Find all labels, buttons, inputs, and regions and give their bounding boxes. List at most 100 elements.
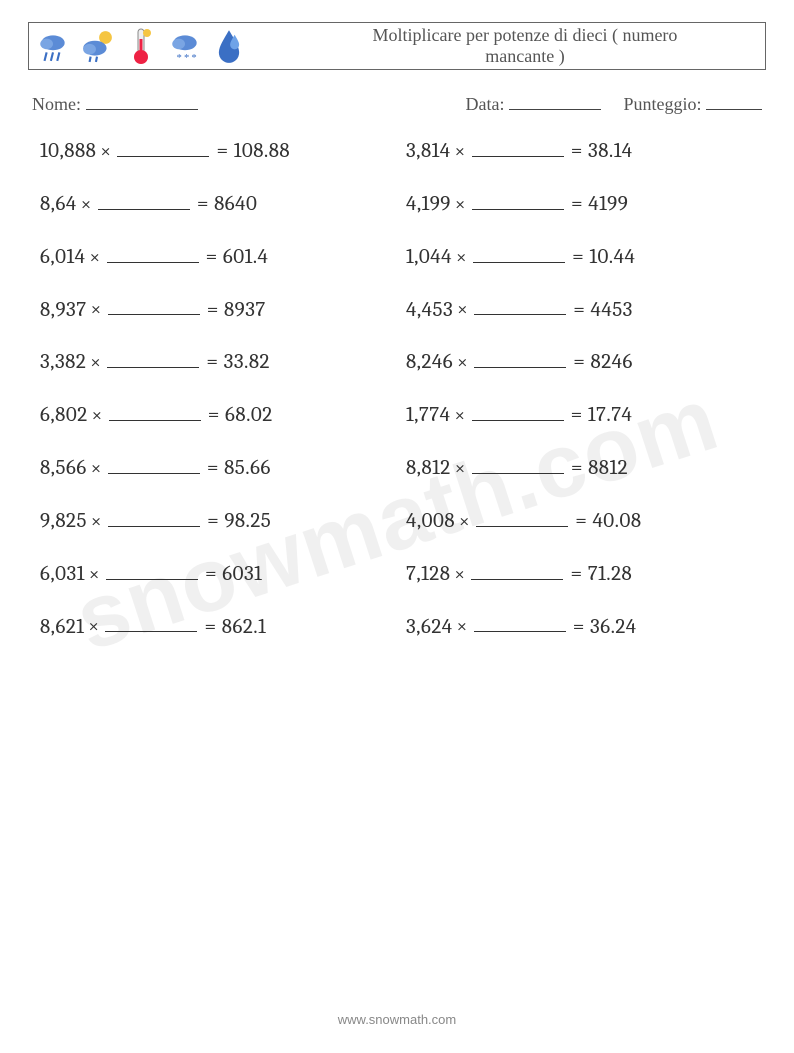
waterdrop-icon [211,28,247,64]
times-icon: × [452,246,471,268]
times-icon: × [450,563,469,585]
footer-link: www.snowmath.com [0,1012,794,1027]
times-icon: × [451,457,470,479]
problem-left-9: 8,621× = 862.1 [40,614,388,639]
problem-left-8: 6,031× = 6031 [40,561,388,586]
times-icon: × [450,404,469,426]
operand-a: 3,382 [40,350,86,374]
cloud-sun-icon [79,28,115,64]
result: 33.82 [224,350,270,374]
result: 40.08 [592,509,641,533]
answer-blank[interactable] [117,138,209,157]
times-icon: × [451,193,470,215]
svg-text:*: * [184,53,189,63]
problem-left-6: 8,566× = 85.66 [40,455,388,480]
problem-right-4: 8,246× = 8246 [406,349,754,374]
name-label: Nome: [32,94,81,114]
info-line: Nome: Data: Punteggio: [32,92,762,115]
answer-blank[interactable] [471,561,563,580]
result: 601.4 [223,245,269,269]
answer-blank[interactable] [476,508,568,527]
answer-blank[interactable] [107,244,199,263]
answer-blank[interactable] [108,455,200,474]
operand-a: 8,246 [406,350,453,374]
problem-right-7: 4,008× = 40.08 [406,508,754,533]
problem-right-2: 1,044× = 10.44 [406,244,754,269]
times-icon: × [96,140,115,162]
times-icon: × [84,615,103,637]
operand-a: 1,774 [406,403,450,427]
answer-blank[interactable] [108,297,200,316]
answer-blank[interactable] [472,402,564,421]
answer-blank[interactable] [474,349,566,368]
result: 862.1 [222,614,266,638]
operand-a: 4,008 [406,509,455,533]
times-icon: × [87,457,106,479]
operand-a: 7,128 [406,562,450,586]
operand-a: 6,014 [40,245,85,269]
cloud-rain-icon [35,28,71,64]
times-icon: × [453,615,472,637]
times-icon: × [88,404,107,426]
result: 108.88 [234,139,290,163]
operand-a: 8,937 [40,297,87,321]
problem-left-7: 9,825× = 98.25 [40,508,388,533]
problem-right-1: 4,199× = 4199 [406,191,754,216]
answer-blank[interactable] [472,191,564,210]
answer-blank[interactable] [98,191,190,210]
problem-left-5: 6,802× = 68.02 [40,402,388,427]
problem-right-6: 8,812× = 8812 [406,455,754,480]
worksheet-title: Moltiplicare per potenze di dieci ( nume… [247,25,765,66]
operand-a: 9,825 [40,509,87,533]
operand-a: 4,199 [406,192,451,216]
result: 8812 [588,456,628,480]
date-blank[interactable] [509,92,601,110]
result: 8640 [214,192,257,216]
times-icon: × [451,140,470,162]
answer-blank[interactable] [473,244,565,263]
times-icon: × [87,510,106,532]
result: 6031 [222,562,262,586]
result: 4453 [591,297,633,321]
answer-blank[interactable] [472,455,564,474]
answer-blank[interactable] [474,614,566,633]
worksheet-page: snowmath.com [0,0,794,1053]
problem-left-3: 8,937× = 8937 [40,297,388,322]
operand-a: 8,621 [40,614,84,638]
problem-left-0: 10,888× = 108.88 [40,138,388,163]
problem-right-3: 4,453× = 4453 [406,297,754,322]
times-icon: × [455,510,474,532]
result: 71.28 [588,562,632,586]
operand-a: 1,044 [406,245,452,269]
times-icon: × [86,351,105,373]
answer-blank[interactable] [105,614,197,633]
operand-a: 6,802 [40,403,88,427]
answer-blank[interactable] [109,402,201,421]
operand-a: 10,888 [40,139,96,163]
result: 8937 [224,297,266,321]
score-blank[interactable] [706,92,762,110]
result: 85.66 [224,456,271,480]
problem-right-0: 3,814× = 38.14 [406,138,754,163]
answer-blank[interactable] [107,349,199,368]
problem-right-9: 3,624× = 36.24 [406,614,754,639]
thermometer-icon [123,28,159,64]
answer-blank[interactable] [472,138,564,157]
result: 36.24 [590,614,637,638]
times-icon: × [85,246,104,268]
operand-a: 8,566 [40,456,87,480]
name-field: Nome: [32,92,466,115]
name-blank[interactable] [86,92,198,110]
answer-blank[interactable] [474,297,566,316]
operand-a: 6,031 [40,562,85,586]
answer-blank[interactable] [106,561,198,580]
problem-left-4: 3,382× = 33.82 [40,349,388,374]
result: 17.74 [588,403,633,427]
cloud-snow-icon: * * * [167,28,203,64]
operand-a: 3,624 [406,614,453,638]
times-icon: × [87,298,106,320]
problem-right-5: 1,774× = 17.74 [406,402,754,427]
result: 4199 [588,192,628,216]
times-icon: × [85,563,104,585]
answer-blank[interactable] [108,508,200,527]
